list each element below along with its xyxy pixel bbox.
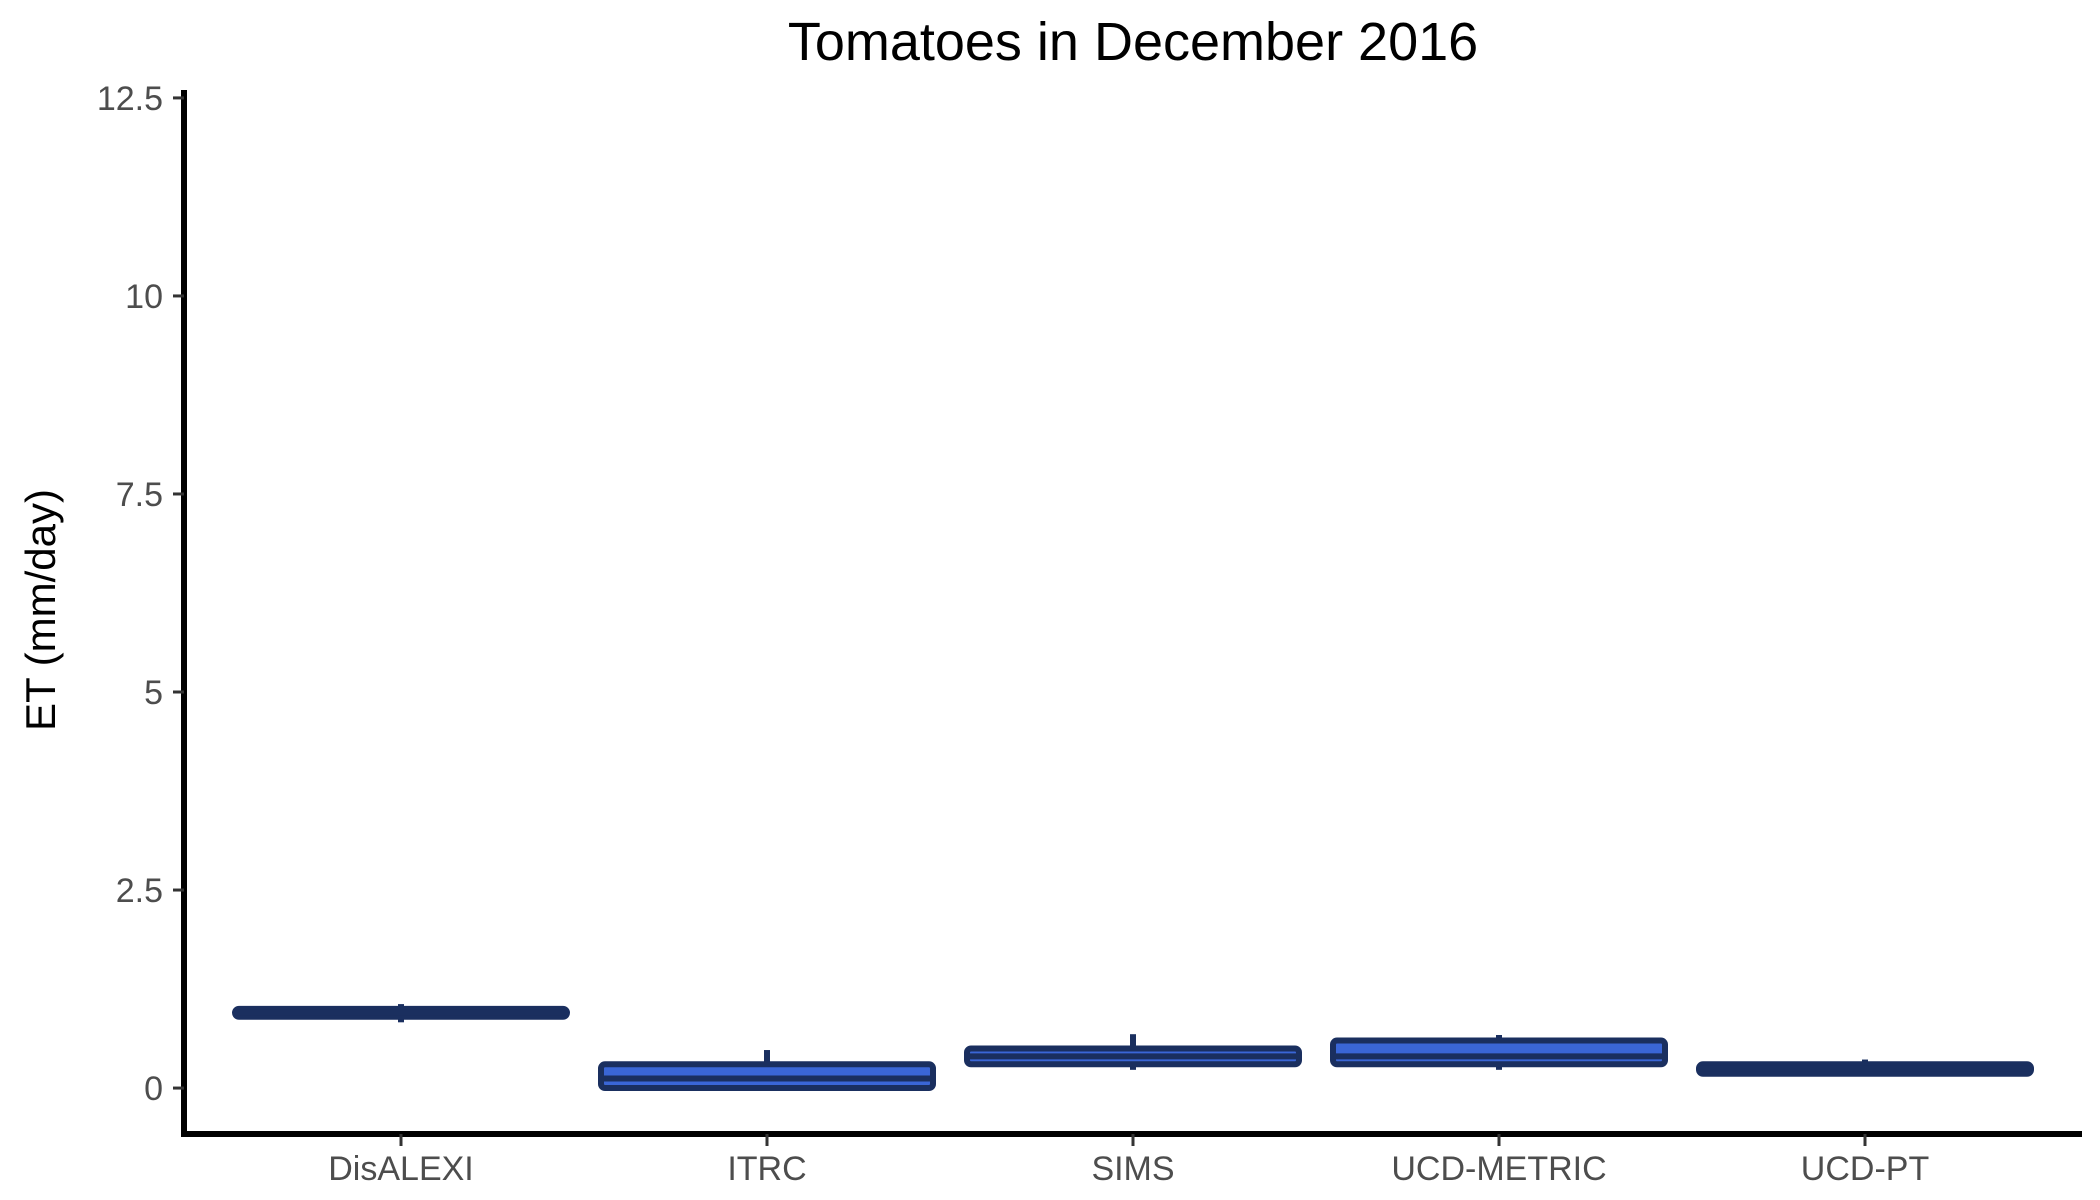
x-tick-label: DisALEXI: [328, 1150, 474, 1188]
y-tick-label: 10: [125, 278, 163, 316]
box-sims: [964, 1034, 1302, 1070]
chart-title: Tomatoes in December 2016: [788, 12, 1478, 72]
x-tick-label: ITRC: [727, 1150, 806, 1188]
y-tick-label: 12.5: [97, 80, 163, 118]
box-disalexi: [232, 1004, 570, 1023]
x-tick-label: UCD-PT: [1801, 1150, 1929, 1188]
box-ucd-metric: [1330, 1034, 1668, 1070]
box-body: [1330, 1037, 1668, 1068]
x-axis-ticks: DisALEXI ITRC SIMS UCD-METRIC UCD-PT: [328, 1134, 1929, 1188]
x-tick-label: UCD-METRIC: [1391, 1150, 1606, 1188]
y-axis-label: ET (mm/day): [17, 489, 64, 731]
y-tick-label: 5: [144, 674, 163, 712]
y-tick-label: 2.5: [116, 872, 163, 910]
y-tick-label: 7.5: [116, 476, 163, 514]
box-ucd-pt: [1696, 1059, 2034, 1077]
y-tick-label: 0: [144, 1070, 163, 1108]
y-axis-ticks: 0 2.5 5 7.5 10 12.5: [97, 80, 184, 1108]
plot-area: [232, 1004, 2034, 1092]
x-tick-label: SIMS: [1091, 1150, 1174, 1188]
box-itrc: [598, 1050, 936, 1092]
